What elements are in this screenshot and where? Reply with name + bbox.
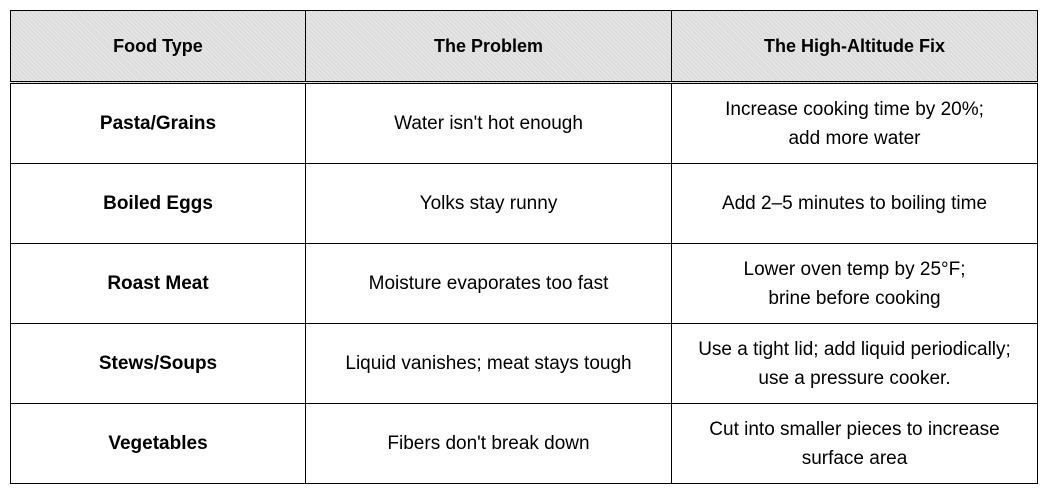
food-type-cell: Pasta/Grains (10, 82, 306, 164)
fix-cell: Increase cooking time by 20%; add more w… (671, 82, 1038, 164)
problem-cell: Yolks stay runny (305, 163, 672, 244)
fix-line-2: surface area (801, 447, 908, 469)
fix-line-2: use a pressure cooker. (758, 367, 951, 389)
fix-line-1: Use a tight lid; add liquid periodically… (698, 338, 1011, 360)
food-type-cell: Boiled Eggs (10, 163, 306, 244)
fix-line-1: Lower oven temp by 25°F; (743, 258, 966, 280)
table-container: Food Type The Problem The High-Altitude … (10, 10, 1038, 484)
table-row: Vegetables Fibers don't break down Cut i… (10, 403, 1038, 484)
food-type-cell: Roast Meat (10, 243, 306, 324)
high-altitude-cooking-table: Food Type The Problem The High-Altitude … (10, 10, 1038, 484)
problem-cell: Liquid vanishes; meat stays tough (305, 323, 672, 404)
header-fix: The High-Altitude Fix (671, 10, 1038, 84)
table-row: Roast Meat Moisture evaporates too fast … (10, 243, 1038, 324)
fix-line-2: add more water (788, 127, 921, 149)
problem-cell: Moisture evaporates too fast (305, 243, 672, 324)
fix-cell: Cut into smaller pieces to increase surf… (671, 403, 1038, 484)
header-problem: The Problem (305, 10, 672, 84)
fix-cell: Lower oven temp by 25°F; brine before co… (671, 243, 1038, 324)
food-type-cell: Vegetables (10, 403, 306, 484)
problem-cell: Water isn't hot enough (305, 82, 672, 164)
fix-line-2: brine before cooking (768, 287, 941, 309)
problem-cell: Fibers don't break down (305, 403, 672, 484)
table-row: Boiled Eggs Yolks stay runny Add 2–5 min… (10, 163, 1038, 244)
table-row: Pasta/Grains Water isn't hot enough Incr… (10, 82, 1038, 164)
fix-cell: Use a tight lid; add liquid periodically… (671, 323, 1038, 404)
food-type-cell: Stews/Soups (10, 323, 306, 404)
fix-line-1: Add 2–5 minutes to boiling time (721, 193, 988, 214)
header-food-type: Food Type (10, 10, 306, 84)
header-row: Food Type The Problem The High-Altitude … (10, 10, 1038, 84)
fix-cell: Add 2–5 minutes to boiling time (671, 163, 1038, 244)
fix-line-1: Increase cooking time by 20%; (725, 98, 984, 120)
fix-line-1: Cut into smaller pieces to increase (709, 418, 1000, 440)
table-row: Stews/Soups Liquid vanishes; meat stays … (10, 323, 1038, 404)
